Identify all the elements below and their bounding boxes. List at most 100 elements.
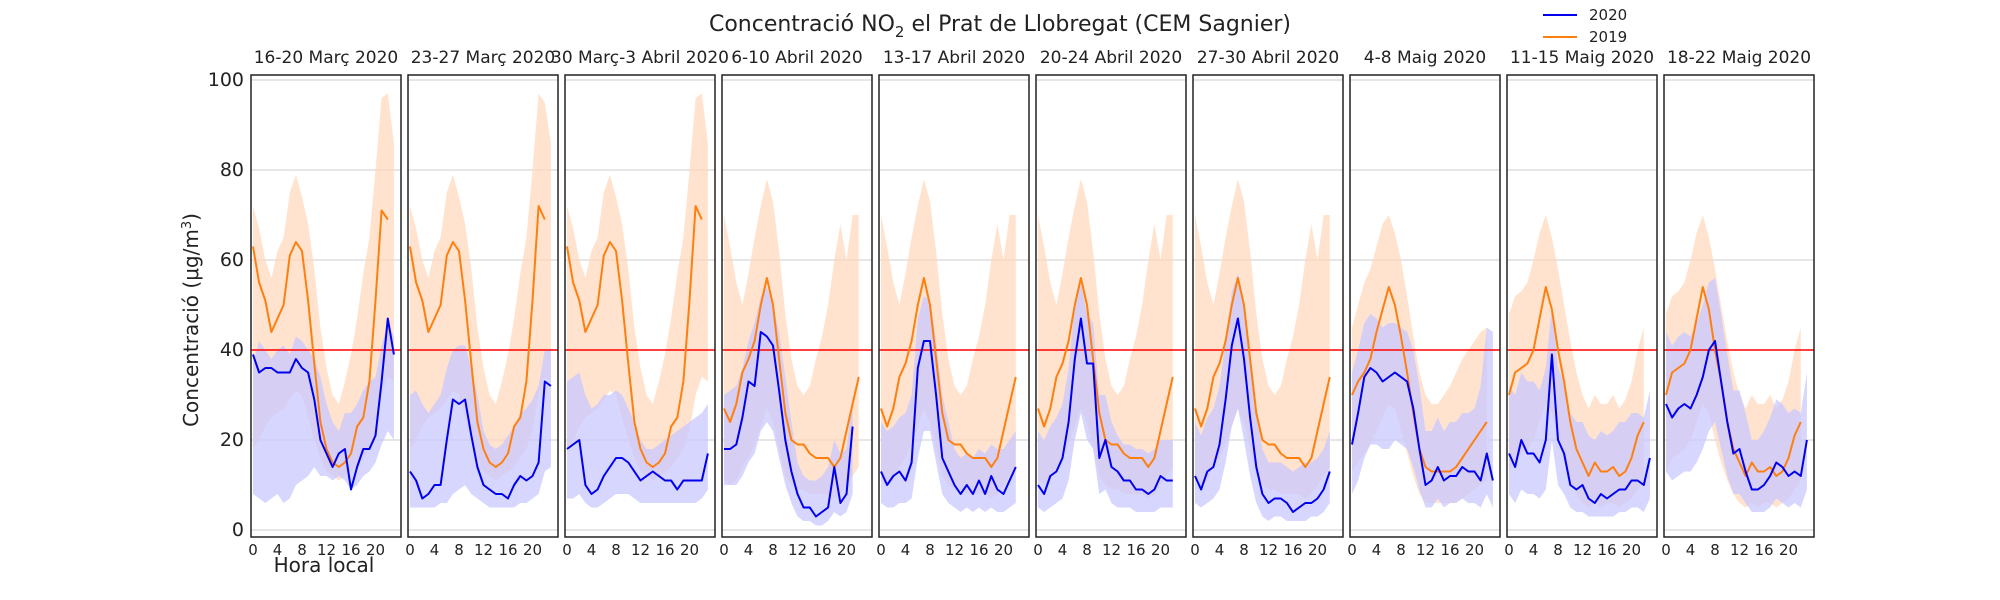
series-line-2020 [1508, 353, 1651, 504]
band-2019 [567, 93, 708, 481]
x-tick-label: 20 [366, 541, 385, 559]
x-tick-label: 20 [1308, 541, 1327, 559]
panel-frame [564, 74, 716, 538]
x-tick-label: 12 [1730, 541, 1749, 559]
x-tick-label: 20 [1622, 541, 1641, 559]
x-tick-label: 0 [1190, 541, 1200, 559]
x-tick-label: 12 [1102, 541, 1121, 559]
x-tick-label: 16 [1440, 541, 1459, 559]
panel-title: 27-30 Abril 2020 [1197, 48, 1339, 68]
x-tick-label: 12 [317, 541, 336, 559]
panel-title: 16-20 Març 2020 [254, 48, 399, 68]
x-tick-label: 4 [1529, 541, 1539, 559]
x-tick-label: 16 [655, 541, 674, 559]
x-tick-label: 8 [1553, 541, 1563, 559]
x-tick-label: 16 [969, 541, 988, 559]
panel-title: 18-22 Maig 2020 [1667, 48, 1811, 68]
x-tick-label: 16 [1126, 541, 1145, 559]
y-tick-label: 20 [220, 429, 244, 451]
y-tick-label: 60 [220, 249, 244, 271]
series-line-2019 [723, 277, 860, 468]
legend-label-2019: 2019 [1589, 28, 1627, 46]
panel: 23-27 Març 2020 0 4 8 12 16 20 [405, 48, 559, 559]
series-line-2020 [1194, 317, 1331, 513]
x-tick-label: 0 [1347, 541, 1357, 559]
panel-frame [407, 74, 559, 538]
series-line-2019 [1508, 286, 1645, 477]
panel-frame [1506, 74, 1658, 538]
panel-title: 11-15 Maig 2020 [1510, 48, 1654, 68]
panel: 20-24 Abril 2020 0 4 8 12 16 20 [1033, 48, 1187, 559]
x-tick-label: 12 [474, 541, 493, 559]
series-line-2020 [252, 317, 395, 491]
x-tick-label: 16 [498, 541, 517, 559]
x-tick-label: 0 [248, 541, 258, 559]
x-tick-label: 8 [611, 541, 621, 559]
series-line-2019 [252, 209, 389, 468]
panel-frame [1663, 74, 1815, 538]
panel: 4-8 Maig 2020 0 4 8 12 16 20 [1347, 48, 1501, 559]
x-tick-label: 0 [1033, 541, 1043, 559]
band-2020 [253, 323, 394, 503]
x-tick-label: 8 [1396, 541, 1406, 559]
x-tick-label: 16 [1597, 541, 1616, 559]
panel: 18-22 Maig 2020 0 4 8 12 16 20 [1661, 48, 1815, 559]
x-tick-label: 4 [587, 541, 597, 559]
chart-title: Concentració NO2 el Prat de Llobregat (C… [709, 12, 1291, 41]
y-tick-label: 80 [220, 159, 244, 181]
band-2020 [1195, 273, 1330, 521]
panel: 11-15 Maig 2020 0 4 8 12 16 20 [1504, 48, 1658, 559]
x-tick-label: 0 [876, 541, 886, 559]
x-tick-label: 0 [719, 541, 729, 559]
y-tick-label: 0 [232, 519, 244, 541]
x-tick-label: 20 [523, 541, 542, 559]
series-line-2020 [409, 380, 552, 500]
x-tick-label: 8 [1239, 541, 1249, 559]
series-line-2020 [880, 340, 1017, 495]
y-tick-label: 40 [220, 339, 244, 361]
x-tick-label: 8 [454, 541, 464, 559]
series-line-2019 [566, 205, 703, 468]
panel-title: 4-8 Maig 2020 [1364, 48, 1486, 68]
series-line-2019 [409, 205, 546, 468]
x-tick-label: 20 [1779, 541, 1798, 559]
x-tick-label: 20 [994, 541, 1013, 559]
series-line-2020 [724, 331, 854, 518]
panel-title: 23-27 Març 2020 [411, 48, 556, 68]
x-tick-label: 4 [273, 541, 283, 559]
band-2020 [410, 345, 551, 508]
legend-label-2020: 2020 [1589, 6, 1627, 24]
panel-title: 13-17 Abril 2020 [883, 48, 1025, 68]
band-2020 [1666, 278, 1807, 512]
x-tick-label: 0 [562, 541, 572, 559]
panel-frame [878, 74, 1030, 538]
x-tick-label: 16 [812, 541, 831, 559]
x-tick-label: 12 [631, 541, 650, 559]
x-tick-label: 4 [744, 541, 754, 559]
x-tick-label: 8 [297, 541, 307, 559]
panel-frame [1349, 74, 1501, 538]
panel: 27-30 Abril 2020 0 4 8 12 16 20 [1190, 48, 1344, 559]
series-line-2020 [566, 439, 709, 495]
x-tick-label: 0 [1504, 541, 1514, 559]
panel: 16-20 Març 2020 0 4 8 12 16 20 [248, 48, 402, 559]
series-line-2019 [880, 277, 1017, 468]
x-tick-label: 4 [1215, 541, 1225, 559]
panel-title: 30 Març-3 Abril 2020 [551, 48, 729, 68]
y-tick-label: 100 [208, 69, 244, 91]
x-tick-label: 4 [1058, 541, 1068, 559]
x-tick-label: 16 [341, 541, 360, 559]
band-2020 [1038, 282, 1173, 512]
x-tick-label: 12 [1259, 541, 1278, 559]
band-2020 [724, 287, 853, 526]
panel: 13-17 Abril 2020 0 4 8 12 16 20 [876, 48, 1030, 559]
series-line-2020 [1665, 340, 1808, 491]
x-tick-label: 20 [1465, 541, 1484, 559]
panel-frame [250, 74, 402, 538]
x-tick-label: 8 [768, 541, 778, 559]
x-tick-label: 20 [680, 541, 699, 559]
series-line-2020 [1351, 367, 1494, 486]
